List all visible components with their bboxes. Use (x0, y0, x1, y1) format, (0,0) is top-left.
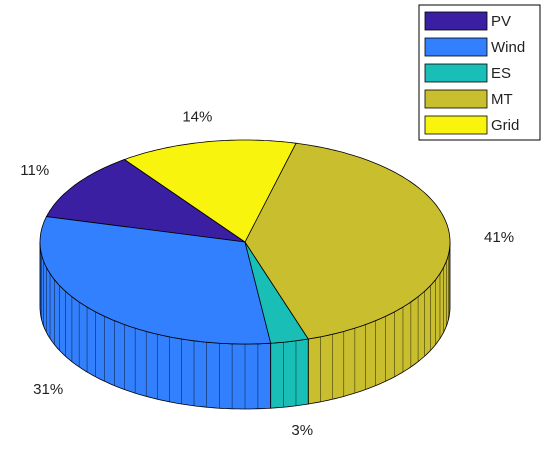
value-label: 41% (484, 229, 514, 246)
pie-side (270, 338, 309, 409)
legend-label: MT (491, 91, 513, 108)
value-label: 31% (33, 381, 63, 398)
pie-slice (39, 216, 272, 345)
legend-swatch (424, 115, 488, 135)
value-label: 3% (291, 422, 313, 439)
legend-label: Grid (491, 117, 519, 134)
value-label: 11% (20, 162, 49, 179)
pie-slice (123, 139, 297, 243)
pie-slice (45, 159, 246, 243)
legend-swatch (424, 63, 488, 83)
legend-label: Wind (491, 39, 525, 56)
pie-slice (244, 241, 309, 344)
value-label: 14% (182, 109, 212, 126)
legend-swatch (424, 37, 488, 57)
legend-label: ES (491, 65, 511, 82)
legend-label: PV (491, 13, 511, 30)
legend-swatch (424, 11, 488, 31)
pie-slice (244, 142, 451, 340)
legend-swatch (424, 89, 488, 109)
